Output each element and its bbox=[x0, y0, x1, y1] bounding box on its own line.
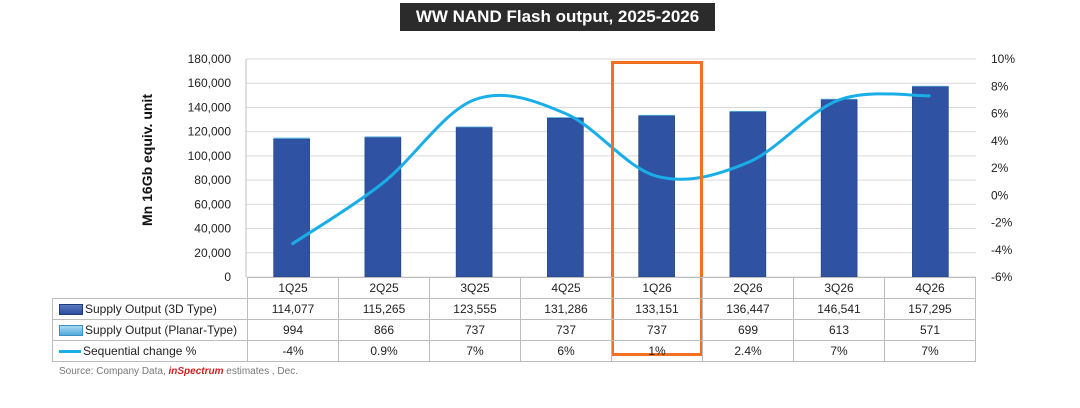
category-label: 1Q25 bbox=[247, 277, 339, 299]
y-tick-right: 4% bbox=[991, 134, 1009, 148]
bar-planar-1q25 bbox=[273, 137, 310, 139]
bar-3d-3q25 bbox=[455, 127, 493, 278]
bars bbox=[273, 85, 949, 278]
data-label: 1% bbox=[611, 340, 703, 362]
category-label: 3Q26 bbox=[793, 277, 885, 299]
y-tick-right: 8% bbox=[991, 79, 1009, 93]
y-axis-left: 0 20,000 40,000 60,000 80,000 100,000 120,000 1… bbox=[188, 52, 232, 284]
bar-planar-2q25 bbox=[364, 136, 401, 138]
table-row-sequential: Sequential change % -4% 0.9% 7% 6% 1% 2.4% 7% 7… bbox=[52, 340, 976, 362]
y-tick-right: 0% bbox=[991, 188, 1009, 202]
bar-3d-1q25 bbox=[273, 138, 310, 278]
data-label: 613 bbox=[793, 319, 885, 341]
bar-planar-4q26 bbox=[912, 85, 949, 87]
y-tick-left: 120,000 bbox=[188, 125, 232, 139]
y-tick-left: 180,000 bbox=[188, 52, 232, 66]
chart-title: WW NAND Flash output, 2025-2026 bbox=[400, 3, 715, 31]
bar-3d-2q26 bbox=[729, 111, 767, 278]
y-tick-left: 40,000 bbox=[194, 222, 231, 236]
y-tick-left: 0 bbox=[224, 270, 231, 284]
table-row-3d: Supply Output (3D Type) 114,077 115,265 12… bbox=[52, 298, 976, 320]
category-label: 4Q25 bbox=[520, 277, 612, 299]
data-label: 115,265 bbox=[338, 298, 430, 320]
y-tick-right: -4% bbox=[991, 243, 1013, 257]
category-label: 3Q25 bbox=[429, 277, 521, 299]
category-label: 2Q26 bbox=[702, 277, 794, 299]
table-header-row: 1Q25 2Q25 3Q25 4Q25 1Q26 2Q26 3Q26 4Q26 bbox=[52, 277, 976, 299]
source-note: Source: Company Data, inSpectrum estimat… bbox=[59, 366, 298, 377]
legend-swatch-line bbox=[59, 350, 81, 354]
data-label: 6% bbox=[520, 340, 612, 362]
bar-3d-4q25 bbox=[547, 117, 584, 278]
data-label: 7% bbox=[793, 340, 885, 362]
data-label: 737 bbox=[429, 319, 521, 341]
data-label: 157,295 bbox=[884, 298, 976, 320]
data-label: 2.4% bbox=[702, 340, 794, 362]
brand-name: inSpectrum bbox=[168, 366, 224, 377]
data-table: 1Q25 2Q25 3Q25 4Q25 1Q26 2Q26 3Q26 4Q26 Supply … bbox=[52, 277, 976, 362]
data-label: 123,555 bbox=[429, 298, 521, 320]
legend-swatch-planar bbox=[59, 325, 83, 337]
data-label: 866 bbox=[338, 319, 430, 341]
y-tick-left: 80,000 bbox=[194, 173, 231, 187]
legend-swatch-3d bbox=[59, 304, 83, 316]
category-label: 1Q26 bbox=[611, 277, 703, 299]
legend-3d: Supply Output (3D Type) bbox=[52, 298, 248, 320]
bar-3d-4q26 bbox=[912, 86, 949, 278]
y-tick-left: 60,000 bbox=[194, 197, 231, 211]
y-tick-right: 6% bbox=[991, 107, 1009, 121]
bar-3d-2q25 bbox=[364, 137, 402, 278]
y-axis-label: Mn 16Gb equiv. unit bbox=[139, 94, 155, 226]
y-tick-left: 140,000 bbox=[188, 100, 232, 114]
category-label: 4Q26 bbox=[884, 277, 976, 299]
data-label: 737 bbox=[520, 319, 612, 341]
data-label: -4% bbox=[247, 340, 339, 362]
data-label: 114,077 bbox=[247, 298, 339, 320]
data-label: 7% bbox=[429, 340, 521, 362]
data-label: 737 bbox=[611, 319, 703, 341]
bar-planar-4q25 bbox=[547, 117, 584, 118]
data-label: 699 bbox=[702, 319, 794, 341]
data-label: 0.9% bbox=[338, 340, 430, 362]
line-sequential-change bbox=[290, 92, 931, 246]
category-label: 2Q25 bbox=[338, 277, 430, 299]
y-tick-right: 10% bbox=[991, 52, 1015, 66]
y-tick-right: -2% bbox=[991, 216, 1013, 230]
data-label: 136,447 bbox=[702, 298, 794, 320]
bar-3d-1q26 bbox=[638, 115, 675, 278]
bar-planar-3q25 bbox=[456, 126, 493, 128]
y-tick-right: -6% bbox=[991, 270, 1013, 284]
data-label: 146,541 bbox=[793, 298, 885, 320]
data-label: 131,286 bbox=[520, 298, 612, 320]
y-tick-left: 20,000 bbox=[194, 246, 231, 260]
y-tick-left: 100,000 bbox=[188, 149, 232, 163]
bar-3d-3q26 bbox=[820, 99, 858, 278]
data-label: 571 bbox=[884, 319, 976, 341]
y-tick-right: 2% bbox=[991, 161, 1009, 175]
data-label: 7% bbox=[884, 340, 976, 362]
bar-planar-2q26 bbox=[729, 110, 766, 112]
data-label: 994 bbox=[247, 319, 339, 341]
bar-planar-1q26 bbox=[638, 114, 675, 116]
table-row-planar: Supply Output (Planar-Type) 994 866 737 737… bbox=[52, 319, 976, 341]
y-tick-left: 160,000 bbox=[188, 76, 232, 90]
sequential-change-line bbox=[290, 92, 931, 246]
data-label: 133,151 bbox=[611, 298, 703, 320]
legend-planar: Supply Output (Planar-Type) bbox=[52, 319, 248, 341]
y-axis-right: -6% -4% -2% 0% 2% 4% 6% 8% 10% bbox=[991, 52, 1015, 284]
legend-sequential: Sequential change % bbox=[52, 340, 248, 362]
